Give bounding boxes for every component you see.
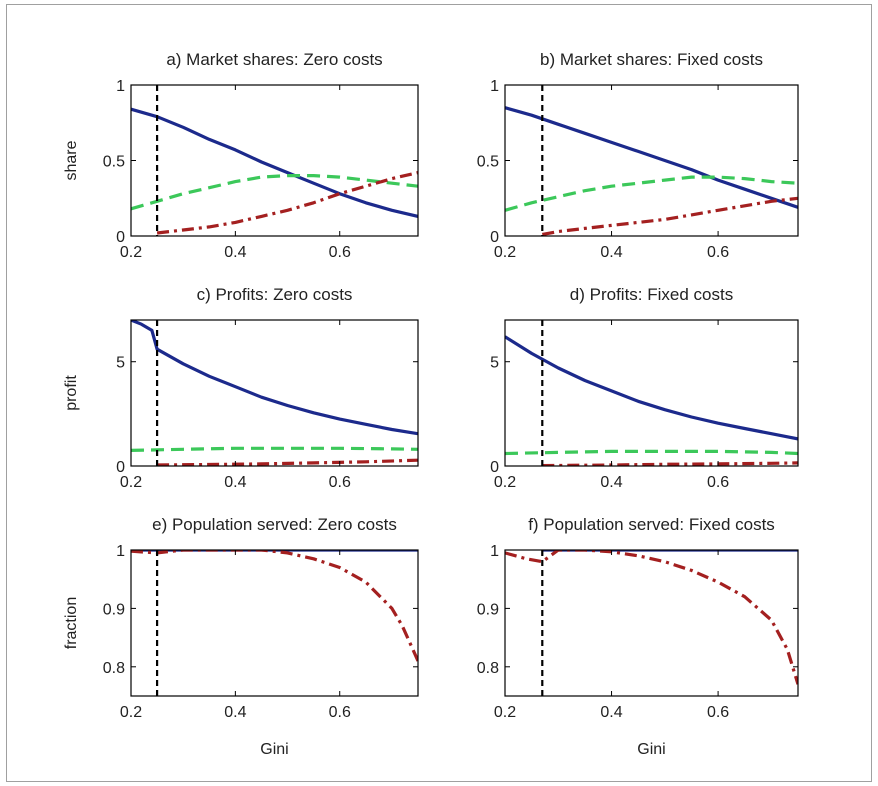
series-line-1 — [505, 106, 798, 209]
axes-box — [504, 319, 799, 467]
series-line-2 — [131, 550, 418, 662]
y-tick-label: 0 — [116, 229, 125, 246]
x-tick-label: 0.2 — [494, 704, 516, 721]
y-tick-label: 1 — [490, 78, 499, 95]
series-line-3 — [542, 196, 798, 236]
x-tick-label: 0.6 — [707, 704, 729, 721]
axes-box — [130, 549, 419, 697]
y-tick-label: 0.9 — [103, 601, 125, 618]
series-line-3 — [157, 458, 418, 466]
y-tick-label: 1 — [490, 543, 499, 560]
x-tick-label: 0.6 — [329, 244, 351, 261]
x-tick-label: 0.2 — [120, 474, 142, 491]
panel-title: f) Population served: Fixed costs — [528, 515, 775, 534]
x-tick-label: 0.4 — [224, 704, 246, 721]
series-line-2 — [131, 446, 418, 452]
panel-title: c) Profits: Zero costs — [197, 285, 353, 304]
y-tick-label: 5 — [116, 355, 125, 372]
y-tick-label: 0 — [490, 459, 499, 476]
panel-title: e) Population served: Zero costs — [152, 515, 397, 534]
axes-box — [130, 319, 419, 467]
panel-d: 0.2 0.4 0.6 0 5 d) Profits: Fixed costs — [490, 285, 799, 491]
x-tick-label: 0.2 — [120, 704, 142, 721]
y-tick-label: 5 — [490, 355, 499, 372]
panel-title: a) Market shares: Zero costs — [166, 50, 382, 69]
x-axis-label: Gini — [637, 741, 665, 758]
panel-b: 0.2 0.4 0.6 0 0.5 1 b) Market shares: Fixed co… — [477, 50, 799, 261]
panel-title: d) Profits: Fixed costs — [570, 285, 733, 304]
series-line-2 — [505, 175, 798, 212]
x-tick-label: 0.2 — [120, 244, 142, 261]
panel-title: b) Market shares: Fixed costs — [540, 50, 763, 69]
axes-box — [504, 549, 799, 697]
series-line-2 — [131, 174, 418, 211]
series-group — [505, 550, 798, 685]
x-tick-label: 0.6 — [329, 704, 351, 721]
panel-e: 0.2 0.4 0.6 0.8 0.9 1 e) Population served: Ze… — [63, 515, 419, 758]
x-tick-label: 0.2 — [494, 244, 516, 261]
x-tick-label: 0.4 — [600, 244, 622, 261]
y-tick-label: 0.8 — [477, 660, 499, 677]
x-tick-label: 0.4 — [600, 704, 622, 721]
series-line-3 — [156, 171, 418, 235]
x-tick-label: 0.2 — [494, 474, 516, 491]
series-line-2 — [505, 550, 798, 685]
series-group — [131, 107, 418, 235]
y-tick-label: 0 — [490, 229, 499, 246]
series-group — [505, 106, 798, 236]
series-group — [131, 550, 418, 662]
x-tick-label: 0.6 — [329, 474, 351, 491]
y-axis-label: share — [63, 140, 80, 180]
panel-a: 0.2 0.4 0.6 0 0.5 1 a) Market shares: Zero cos… — [63, 50, 419, 261]
x-tick-label: 0.4 — [224, 474, 246, 491]
series-group — [505, 335, 798, 466]
x-axis-label: Gini — [260, 741, 288, 758]
y-tick-label: 1 — [116, 543, 125, 560]
series-line-1 — [131, 107, 418, 218]
panel-f: 0.2 0.4 0.6 0.8 0.9 1 f) Population served: Fi… — [477, 515, 799, 758]
series-line-1 — [505, 335, 798, 441]
y-tick-label: 0.9 — [477, 601, 499, 618]
axes-box — [504, 84, 799, 237]
y-axis-label: fraction — [63, 597, 80, 649]
y-tick-label: 0.5 — [103, 154, 125, 171]
y-tick-label: 1 — [116, 78, 125, 95]
series-line-3 — [542, 461, 798, 466]
y-tick-label: 0.5 — [477, 154, 499, 171]
series-line-2 — [505, 449, 798, 456]
y-axis-label: profit — [63, 375, 80, 411]
x-tick-label: 0.6 — [707, 474, 729, 491]
series-line-1 — [131, 320, 418, 436]
panel-c: 0.2 0.4 0.6 0 5 c) Profits: Zero costs profit — [63, 285, 419, 491]
x-tick-label: 0.4 — [224, 244, 246, 261]
series-group — [131, 320, 418, 466]
figure-frame — [6, 4, 872, 782]
y-tick-label: 0.8 — [103, 660, 125, 677]
y-tick-label: 0 — [116, 459, 125, 476]
x-tick-label: 0.6 — [707, 244, 729, 261]
x-tick-label: 0.4 — [600, 474, 622, 491]
